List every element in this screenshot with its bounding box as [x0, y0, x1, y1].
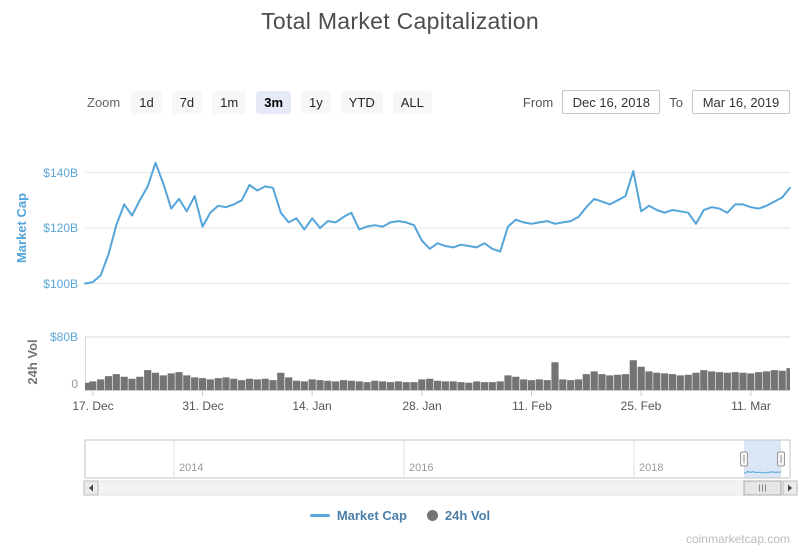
zoom-button-1d[interactable]: 1d	[131, 91, 162, 114]
to-date-input[interactable]	[692, 90, 790, 114]
navigator-selected-range[interactable]	[744, 440, 781, 478]
legend-label-24h-vol: 24h Vol	[444, 508, 491, 523]
marketcap-ytick-100b: $100B	[43, 277, 78, 291]
scrollbar-left-arrow-icon	[89, 484, 93, 492]
scrollbar-right-arrow-icon	[788, 484, 792, 492]
zoom-button-1y[interactable]: 1y	[301, 91, 331, 114]
from-label: From	[522, 94, 554, 110]
market-cap-line-swatch-icon	[309, 514, 330, 517]
marketcap-ytick-140b: $140B	[43, 166, 78, 180]
xtick-11-mar: 11. Mar	[731, 399, 771, 413]
chart-legend: Market Cap 24h Vol	[0, 508, 800, 523]
marketcap-ytick-120b: $120B	[43, 221, 78, 235]
zoom-label: Zoom	[87, 95, 121, 110]
xtick-17-dec: 17. Dec	[72, 399, 114, 413]
navigator-year-2016: 2016	[409, 462, 434, 474]
scrollbar-track[interactable]	[83, 480, 798, 496]
navigator-outline	[84, 439, 791, 479]
navigator-year-2018: 2018	[639, 462, 664, 474]
volume-ytick-80b: $80B	[49, 330, 78, 344]
legend-item-24h-vol[interactable]: 24h Vol	[426, 508, 491, 523]
from-date-input[interactable]	[562, 90, 661, 114]
zoom-button-group: Zoom 1d 7d 1m 3m 1y YTD ALL	[87, 91, 432, 114]
zoom-button-ytd[interactable]: YTD	[340, 91, 383, 114]
zoom-button-3m[interactable]: 3m	[256, 91, 292, 114]
volume-dot-swatch-icon	[426, 510, 438, 521]
xtick-31-dec: 31. Dec	[182, 399, 224, 413]
date-range-group: From To	[523, 90, 790, 114]
xtick-11-feb: 11. Feb	[512, 399, 552, 413]
navigator-year-2014: 2014	[179, 462, 204, 474]
to-label: To	[669, 94, 683, 110]
volume-ytick-0: 0	[71, 377, 78, 391]
zoom-button-7d[interactable]: 7d	[171, 91, 203, 114]
legend-label-market-cap: Market Cap	[336, 508, 407, 523]
watermark: coinmarketcap.com	[685, 532, 790, 546]
xtick-28-jan: 28. Jan	[402, 399, 442, 413]
legend-item-market-cap[interactable]: Market Cap	[309, 508, 407, 523]
zoom-button-1m[interactable]: 1m	[212, 91, 247, 114]
xtick-25-feb: 25. Feb	[620, 399, 662, 413]
navigator-series-preview	[743, 470, 782, 474]
market-cap-line	[84, 161, 791, 285]
page-title: Total Market Capitalization	[261, 8, 539, 34]
zoom-button-all[interactable]: ALL	[392, 91, 432, 114]
xtick-14-jan: 14. Jan	[292, 399, 332, 413]
volume-bars	[85, 360, 790, 390]
